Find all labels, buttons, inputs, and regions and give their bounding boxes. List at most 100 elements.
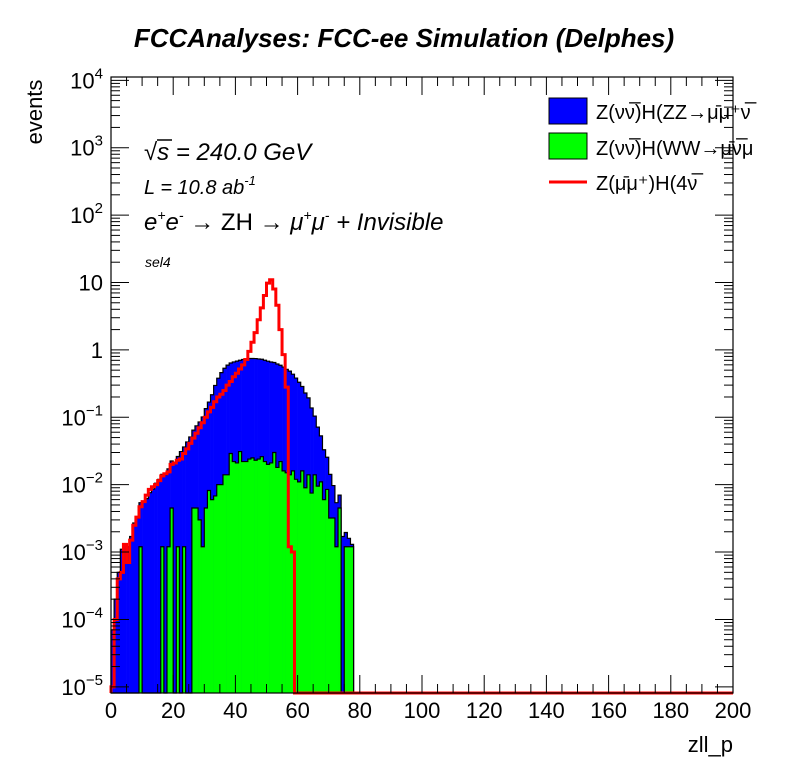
bar-ww bbox=[269, 462, 274, 693]
bar-ww bbox=[282, 470, 286, 693]
bar-ww bbox=[229, 453, 233, 693]
outline-zz bbox=[110, 357, 355, 693]
plot-area bbox=[109, 278, 733, 695]
bar-ww bbox=[288, 474, 292, 693]
y-tick-label: 10−1 bbox=[61, 402, 103, 430]
bar-ww bbox=[334, 546, 339, 693]
bar-zz bbox=[157, 479, 162, 693]
x-tick-label: 200 bbox=[715, 698, 752, 723]
bar-ww bbox=[328, 518, 333, 693]
bar-ww bbox=[194, 508, 199, 693]
bar-ww bbox=[138, 546, 143, 693]
x-tick-label: 120 bbox=[466, 698, 503, 723]
bar-zz bbox=[120, 549, 124, 693]
legend-swatch-zz bbox=[548, 97, 588, 125]
bar-ww bbox=[303, 487, 308, 693]
bar-ww bbox=[204, 508, 208, 693]
luminosity-label: L = 10.8 ab-1 bbox=[144, 173, 256, 199]
chart-title: FCCAnalyses: FCC-ee Simulation (Delphes) bbox=[134, 23, 674, 53]
y-tick-label: 104 bbox=[70, 65, 103, 93]
y-tick-label: 1 bbox=[91, 338, 103, 363]
bar-ww bbox=[201, 546, 205, 693]
x-tick-label: 40 bbox=[223, 698, 247, 723]
bar-ww bbox=[219, 484, 224, 693]
x-tick-label: 180 bbox=[652, 698, 689, 723]
bar-zz bbox=[129, 536, 134, 693]
bar-zz bbox=[163, 474, 168, 693]
y-tick-label: 10−2 bbox=[61, 470, 103, 498]
bar-ww bbox=[244, 461, 249, 693]
bar-ww bbox=[198, 519, 202, 693]
bar-zz bbox=[188, 436, 193, 693]
bar-ww bbox=[226, 474, 230, 693]
y-tick-label: 103 bbox=[70, 133, 103, 161]
bar-ww bbox=[272, 452, 277, 693]
bar-zz bbox=[151, 489, 155, 693]
y-tick-label: 10 bbox=[79, 270, 103, 295]
bar-ww bbox=[254, 460, 258, 693]
bar-ww bbox=[319, 481, 323, 693]
bar-ww bbox=[170, 508, 174, 693]
x-tick-label: 20 bbox=[161, 698, 185, 723]
legend: Z(νν̅)H(ZZ→μ̄μ⁺ν̅ Z(νν̅)H(WW→μ̄ν̅μ Z(μ̄μ… bbox=[548, 97, 757, 195]
outline-ww bbox=[111, 450, 355, 694]
bar-ww bbox=[210, 499, 214, 693]
bar-ww bbox=[247, 459, 252, 693]
bar-ww bbox=[232, 461, 236, 693]
bar-ww bbox=[222, 474, 227, 693]
y-axis-label: events bbox=[22, 80, 47, 145]
bar-ww bbox=[176, 546, 180, 693]
bar-zz bbox=[185, 441, 190, 693]
bar-ww bbox=[325, 489, 329, 693]
x-tick-label: 140 bbox=[528, 698, 565, 723]
y-tick-label: 10−5 bbox=[61, 672, 103, 700]
bar-ww bbox=[182, 546, 186, 693]
bar-ww bbox=[275, 467, 280, 693]
bar-zz bbox=[117, 572, 121, 693]
bar-ww bbox=[278, 461, 283, 693]
bar-ww bbox=[297, 481, 302, 693]
bar-ww bbox=[294, 479, 298, 693]
bar-ww bbox=[241, 461, 246, 693]
bar-zz bbox=[142, 502, 146, 693]
x-tick-labels: 0 20 40 60 80 100 120 140 160 180 200 bbox=[105, 698, 751, 723]
bar-ww bbox=[260, 456, 264, 693]
bar-ww bbox=[313, 474, 317, 693]
x-tick-label: 60 bbox=[285, 698, 309, 723]
bar-ww bbox=[347, 546, 351, 693]
y-tick-label: 10−3 bbox=[61, 537, 103, 565]
legend-swatch-ww bbox=[548, 132, 588, 160]
bar-ww bbox=[191, 508, 196, 693]
bar-zz bbox=[154, 483, 158, 693]
bar-zz bbox=[132, 522, 137, 693]
axes-frame bbox=[110, 76, 734, 694]
annotations: √s = 240.0 GeV L = 10.8 ab-1 e+e- → ZH →… bbox=[144, 139, 443, 270]
bar-ww bbox=[250, 457, 255, 693]
bar-ww bbox=[300, 470, 305, 693]
bar-ww bbox=[306, 474, 311, 693]
sqrt-symbol: √ bbox=[144, 139, 158, 166]
bar-ww bbox=[285, 472, 289, 693]
bar-ww bbox=[213, 495, 218, 693]
legend-label-signal: Z(μ̄μ⁺)H(4ν̅ bbox=[596, 172, 703, 195]
bar-ww bbox=[331, 518, 336, 693]
bar-zz bbox=[123, 544, 127, 693]
x-axis-label: zll_p bbox=[688, 732, 733, 757]
bar-ww bbox=[316, 486, 320, 693]
bar-ww bbox=[322, 499, 326, 693]
y-tick-label: 102 bbox=[70, 200, 103, 228]
bar-ww bbox=[216, 484, 221, 693]
bar-ww bbox=[166, 546, 171, 693]
bar-ww bbox=[207, 490, 211, 693]
x-tick-label: 80 bbox=[348, 698, 372, 723]
x-tick-label: 160 bbox=[590, 698, 627, 723]
bar-ww bbox=[344, 546, 348, 693]
bar-ww bbox=[238, 451, 242, 693]
x-tick-label: 100 bbox=[404, 698, 441, 723]
bar-ww bbox=[266, 464, 270, 693]
bar-ww bbox=[160, 546, 165, 693]
bar-ww bbox=[350, 546, 354, 693]
y-tick-label: 10−4 bbox=[61, 604, 103, 632]
bar-zz bbox=[341, 536, 345, 693]
